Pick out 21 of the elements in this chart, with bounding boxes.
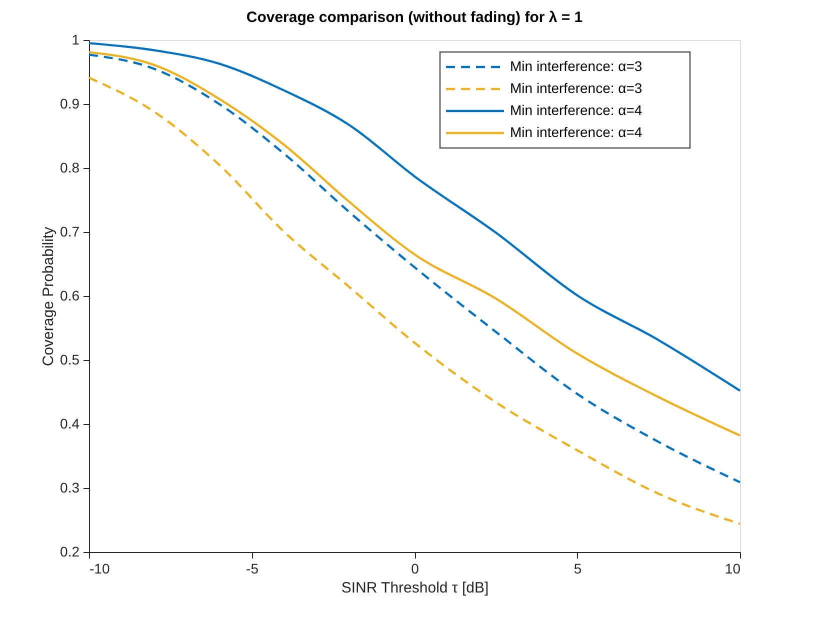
x-tick-label: 10 bbox=[724, 560, 741, 576]
legend-label: Min interference: α=3 bbox=[510, 58, 642, 74]
x-tick-label: -5 bbox=[246, 560, 259, 576]
legend-label: Min interference: α=4 bbox=[510, 124, 642, 140]
y-tick-label: 0.4 bbox=[60, 416, 80, 432]
y-tick-label: 1 bbox=[72, 32, 80, 48]
chart-title: Coverage comparison (without fading) for λ = 1 bbox=[246, 9, 583, 26]
y-tick-label: 0.6 bbox=[60, 288, 80, 304]
y-tick-label: 0.2 bbox=[60, 544, 80, 560]
x-tick-label: 5 bbox=[574, 560, 582, 576]
y-tick-label: 0.9 bbox=[60, 96, 80, 112]
x-axis-title: SINR Threshold τ [dB] bbox=[341, 580, 489, 596]
y-axis-title: Coverage Probability bbox=[40, 226, 58, 366]
y-tick-label: 0.3 bbox=[60, 480, 80, 496]
y-tick-label: 0.7 bbox=[60, 224, 80, 240]
legend-label: Min interference: α=3 bbox=[510, 80, 642, 96]
x-tick-label: 0 bbox=[411, 560, 420, 576]
x-tick-label: -10 bbox=[90, 560, 110, 576]
y-tick-label: 0.8 bbox=[60, 160, 80, 176]
y-tick-label: 0.5 bbox=[60, 352, 80, 368]
legend-label: Min interference: α=4 bbox=[510, 102, 642, 118]
